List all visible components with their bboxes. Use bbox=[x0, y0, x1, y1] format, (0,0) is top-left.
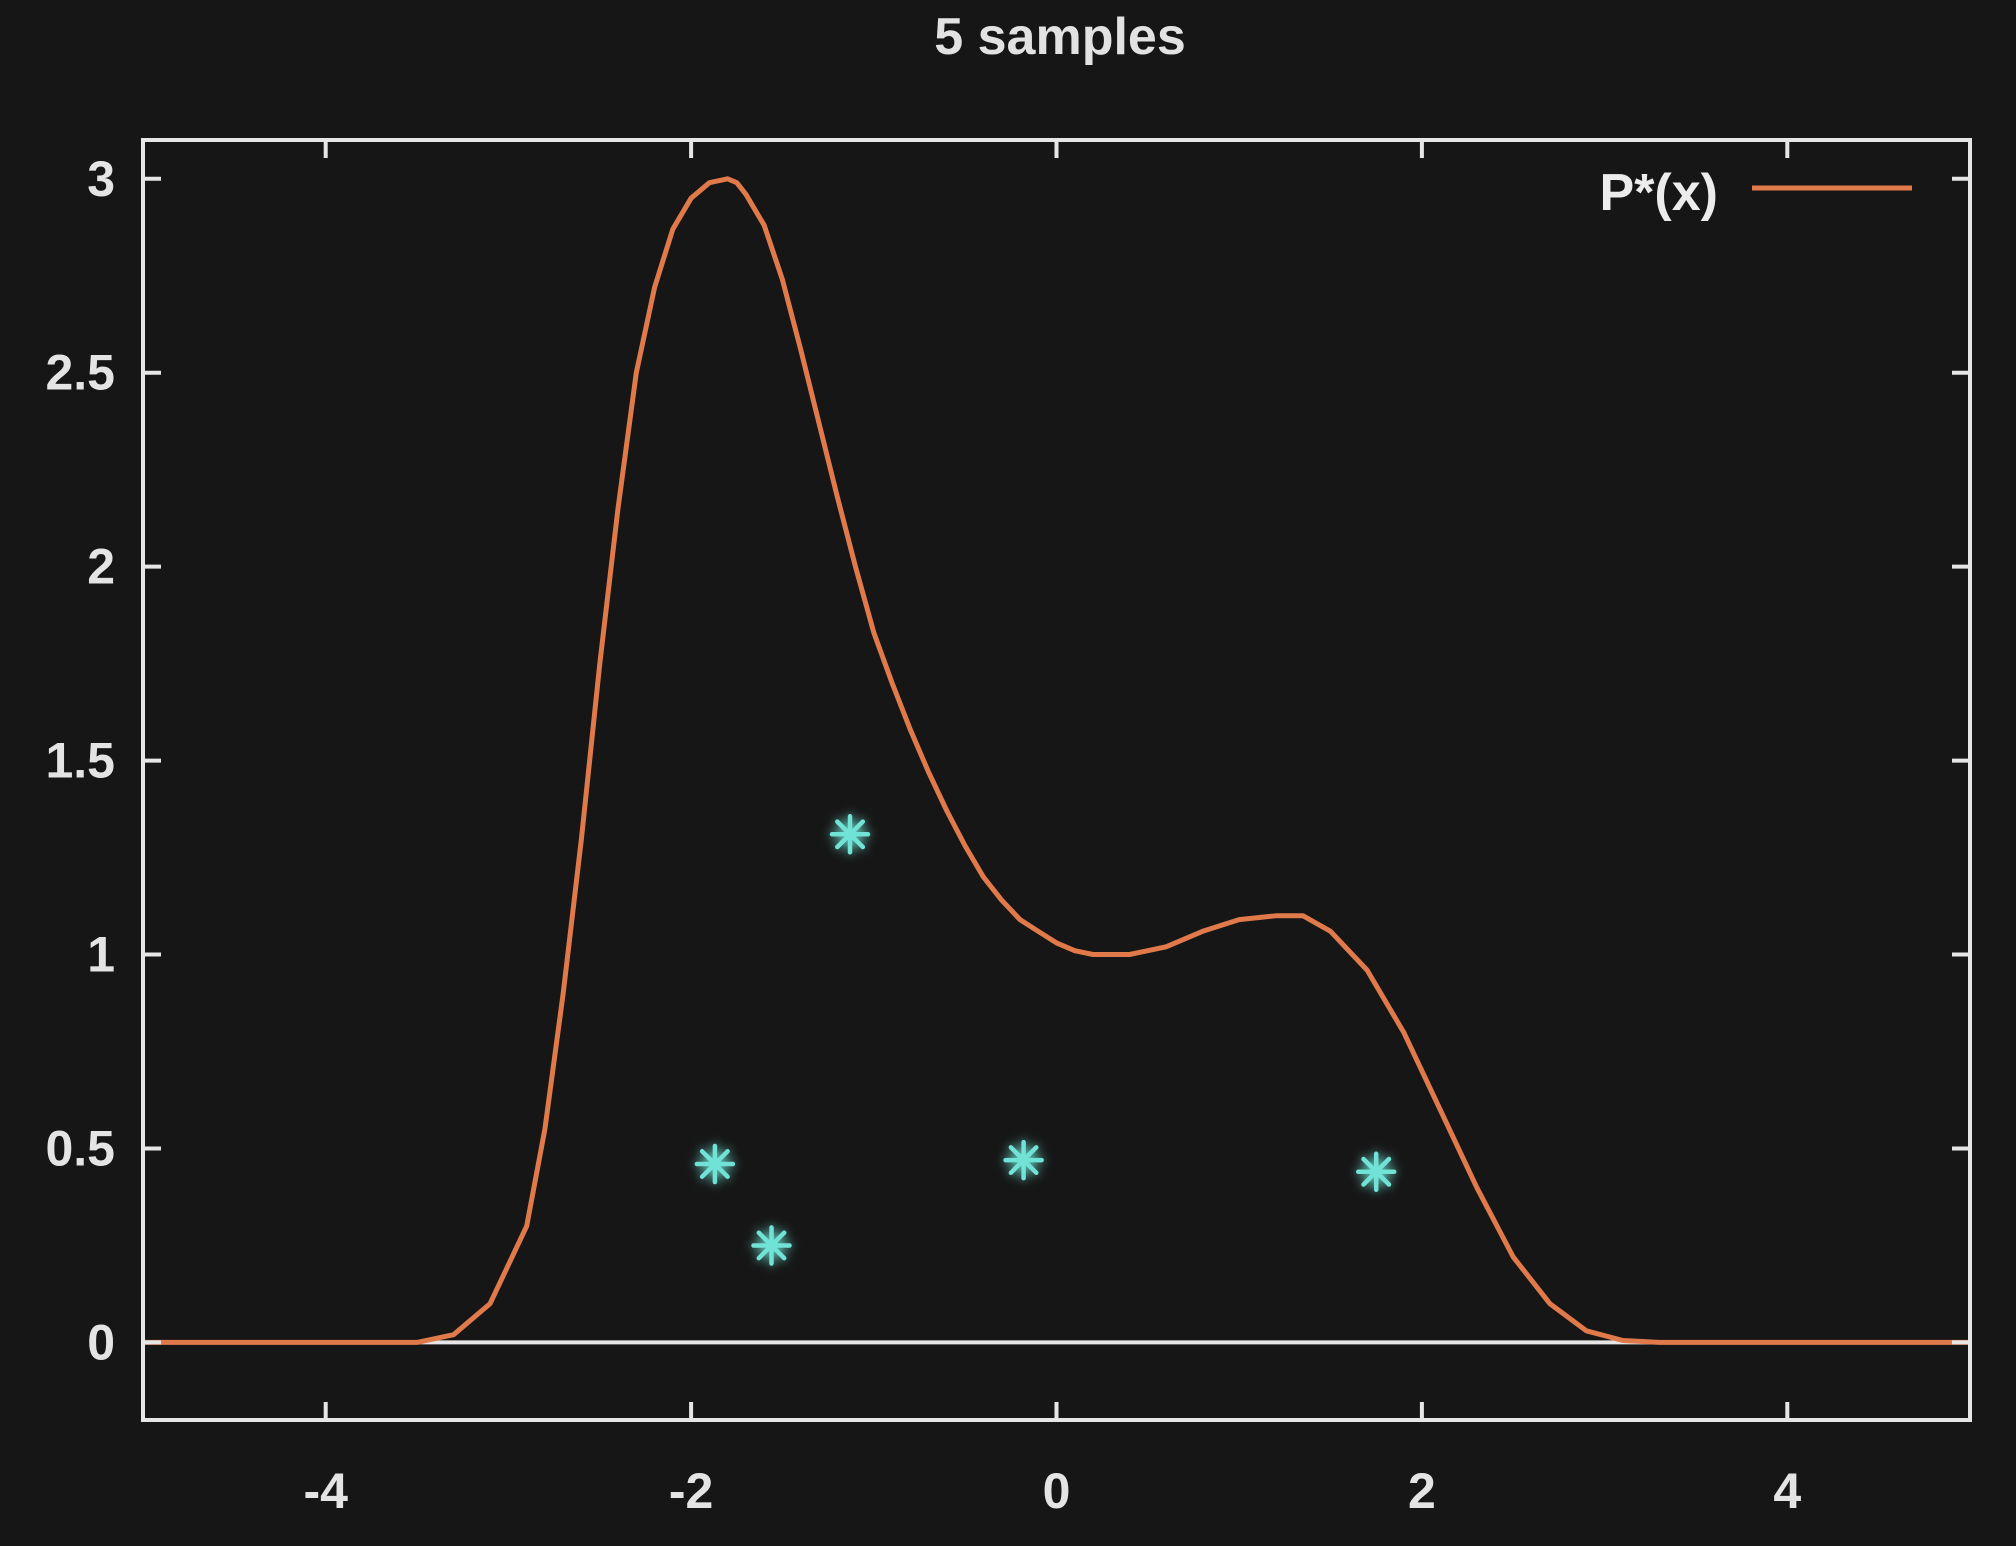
x-tick-label: 0 bbox=[1043, 1463, 1071, 1519]
sample-point-1 bbox=[694, 1143, 736, 1185]
axes: 0 0.5 1 1.5 2 2.5 3 -4 -2 0 2 4 bbox=[45, 138, 1972, 1519]
x-tick-label: -2 bbox=[669, 1463, 713, 1519]
x-tick-label: 2 bbox=[1408, 1463, 1436, 1519]
series-line-pstar bbox=[143, 176, 1970, 1345]
legend-label-pstar: P*(x) bbox=[1600, 164, 1718, 222]
y-tick-label: 2 bbox=[87, 539, 115, 595]
sample-point-4 bbox=[1003, 1139, 1044, 1181]
y-tick-label: 2.5 bbox=[45, 345, 115, 401]
plot-area bbox=[143, 176, 1970, 1345]
sample-point-2 bbox=[751, 1225, 792, 1266]
y-tick-label: 3 bbox=[87, 151, 115, 207]
x-tick-label: 4 bbox=[1773, 1463, 1801, 1519]
x-tick-label: -4 bbox=[303, 1463, 348, 1519]
y-tick-label: 0 bbox=[87, 1314, 115, 1370]
legend: P*(x) bbox=[1600, 164, 1912, 222]
y-tick-label: 1 bbox=[87, 927, 115, 983]
chart-title: 5 samples bbox=[934, 8, 1186, 66]
y-tick-label: 0.5 bbox=[45, 1120, 115, 1176]
sample-point-5 bbox=[1355, 1151, 1397, 1193]
sample-point-3 bbox=[829, 814, 871, 855]
y-tick-label: 1.5 bbox=[45, 733, 115, 789]
